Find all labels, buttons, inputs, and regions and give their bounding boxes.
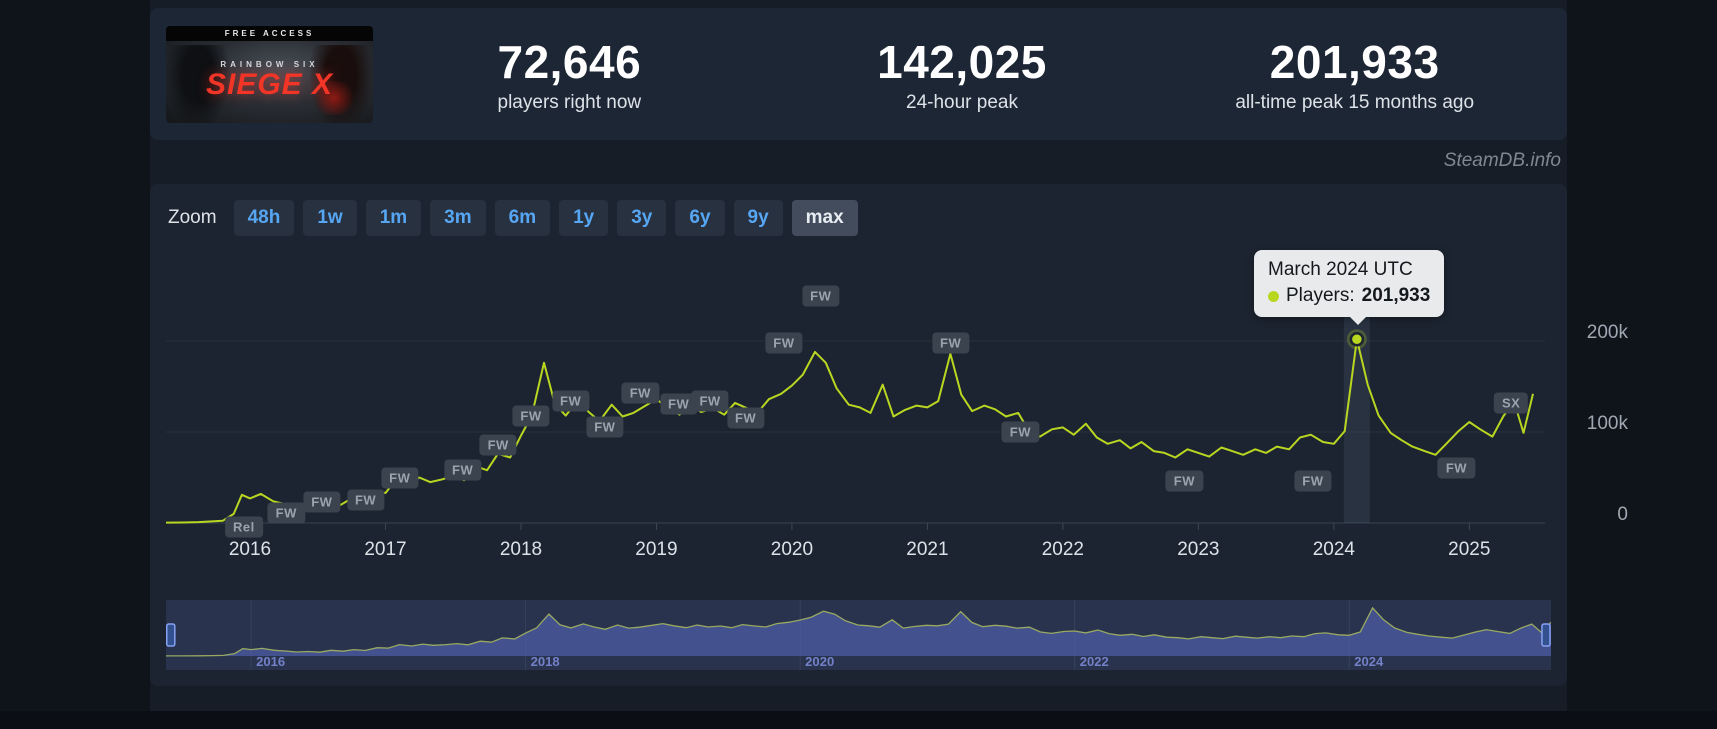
peak-24h-value: 142,025	[877, 35, 1047, 88]
free-access-ribbon: FREE ACCESS	[166, 25, 373, 41]
zoom-1y-button[interactable]: 1y	[559, 200, 609, 236]
current-players-label: players right now	[497, 91, 642, 113]
event-flag-badge[interactable]: FW	[932, 332, 970, 354]
x-axis-year-label: 2024	[1312, 539, 1355, 560]
zoom-3m-button[interactable]: 3m	[430, 200, 486, 236]
tooltip-players-row: Players: 201,933	[1268, 285, 1430, 307]
event-flag-badge[interactable]: FW	[303, 491, 341, 513]
chart-panel: Zoom 48h 1w 1m 3m 6m 1y 3y 6y 9y max Mar…	[150, 184, 1628, 686]
series-dot-icon	[1268, 290, 1279, 302]
x-axis-year-label: 2025	[1448, 539, 1491, 560]
zoom-3y-button[interactable]: 3y	[617, 200, 667, 236]
chart-plot[interactable]	[165, 250, 1545, 580]
event-flag-badge[interactable]: FW	[346, 489, 385, 511]
y-axis-label: 100k	[1586, 413, 1628, 434]
zoom-label: Zoom	[168, 207, 217, 228]
y-axis-label: 0	[1617, 504, 1628, 525]
zoom-48h-button[interactable]: 48h	[233, 200, 295, 236]
stat-alltime-peak: 201,933 all-time peak 15 months ago	[1158, 35, 1551, 114]
event-flag-badge[interactable]: FW	[1001, 421, 1039, 443]
event-flag-badge[interactable]: FW	[381, 467, 419, 489]
stat-24h-peak: 142,025 24-hour peak	[766, 35, 1159, 114]
event-flag-badge[interactable]: FW	[1165, 470, 1204, 492]
event-flag-badge[interactable]: FW	[621, 382, 659, 404]
current-players-value: 72,646	[497, 35, 642, 88]
bottom-edge-strip	[0, 711, 1717, 729]
siege-x-logo: SIEGE X	[205, 67, 334, 101]
page-column: FREE ACCESS RAINBOW SIX SIEGE X 72,646 p…	[150, 0, 1628, 711]
event-flag-badge[interactable]: Rel	[225, 516, 263, 538]
event-flag-badge[interactable]: FW	[802, 285, 840, 307]
player-count-chart[interactable]: March 2024 UTC Players: 201,933 0 100k 200…	[165, 250, 1628, 580]
event-flag-badge[interactable]: SX	[1493, 392, 1529, 414]
alltime-peak-label: all-time peak 15 months ago	[1235, 91, 1475, 113]
x-axis-year-label: 2022	[1041, 539, 1085, 560]
header-stats-card: FREE ACCESS RAINBOW SIX SIEGE X 72,646 p…	[150, 8, 1567, 140]
x-axis-year-label: 2020	[770, 539, 814, 560]
zoom-toolbar: Zoom 48h 1w 1m 3m 6m 1y 3y 6y 9y max	[166, 200, 1551, 236]
svg-text:2022: 2022	[1080, 654, 1109, 669]
rainbow-six-brand: RAINBOW SIX	[220, 59, 319, 69]
x-axis-year-label: 2018	[499, 539, 543, 560]
tooltip-date: March 2024 UTC	[1268, 259, 1413, 280]
zoom-9y-button[interactable]: 9y	[733, 200, 783, 236]
event-flag-badge[interactable]: FW	[765, 332, 803, 354]
game-banner[interactable]: FREE ACCESS RAINBOW SIX SIEGE X	[166, 25, 373, 123]
event-flag-badge[interactable]: FW	[691, 390, 729, 412]
zoom-1m-button[interactable]: 1m	[365, 200, 422, 236]
event-flag-badge[interactable]: FW	[586, 416, 624, 438]
x-axis-year-label: 2023	[1177, 539, 1220, 560]
zoom-1w-button[interactable]: 1w	[303, 200, 357, 236]
event-flag-badge[interactable]: FW	[1294, 470, 1332, 492]
svg-text:2018: 2018	[531, 654, 560, 669]
svg-text:2020: 2020	[805, 654, 834, 669]
alltime-peak-value: 201,933	[1269, 35, 1440, 88]
zoom-6y-button[interactable]: 6y	[675, 200, 725, 236]
x-axis-year-label: 2019	[635, 539, 678, 560]
event-flag-badge[interactable]: FW	[726, 407, 765, 429]
zoom-6m-button[interactable]: 6m	[494, 200, 551, 236]
tooltip-series-label: Players:	[1286, 285, 1355, 306]
svg-text:2024: 2024	[1354, 654, 1384, 669]
stat-current-players: 72,646 players right now	[373, 35, 766, 114]
event-flag-badge[interactable]: FW	[1437, 457, 1476, 479]
event-flag-badge[interactable]: FW	[479, 434, 517, 456]
range-navigator[interactable]: 2016 2018 2020 2022 2024	[166, 600, 1551, 670]
x-axis-year-label: 2016	[228, 539, 272, 560]
x-axis-year-label: 2021	[906, 539, 949, 560]
operator-silhouette-left	[166, 44, 230, 123]
peak-24h-label: 24-hour peak	[906, 91, 1018, 113]
event-flag-badge[interactable]: FW	[552, 390, 590, 412]
event-flag-badge[interactable]: FW	[444, 459, 482, 481]
event-flag-badge[interactable]: FW	[660, 393, 698, 415]
zoom-max-button[interactable]: max	[791, 200, 858, 236]
navigator-chart[interactable]: 2016 2018 2020 2022 2024	[166, 600, 1551, 670]
event-flag-badge[interactable]: FW	[267, 502, 305, 524]
chart-tooltip: March 2024 UTC Players: 201,933	[1254, 250, 1445, 325]
red-glow-decoration	[311, 80, 357, 115]
svg-text:2016: 2016	[256, 654, 285, 669]
steamdb-watermark: SteamDB.info	[1443, 150, 1561, 171]
tooltip-value: 201,933	[1361, 285, 1431, 306]
x-axis-year-label: 2017	[364, 539, 407, 560]
y-axis-label: 200k	[1586, 322, 1628, 343]
event-flag-badge[interactable]: FW	[512, 405, 550, 427]
